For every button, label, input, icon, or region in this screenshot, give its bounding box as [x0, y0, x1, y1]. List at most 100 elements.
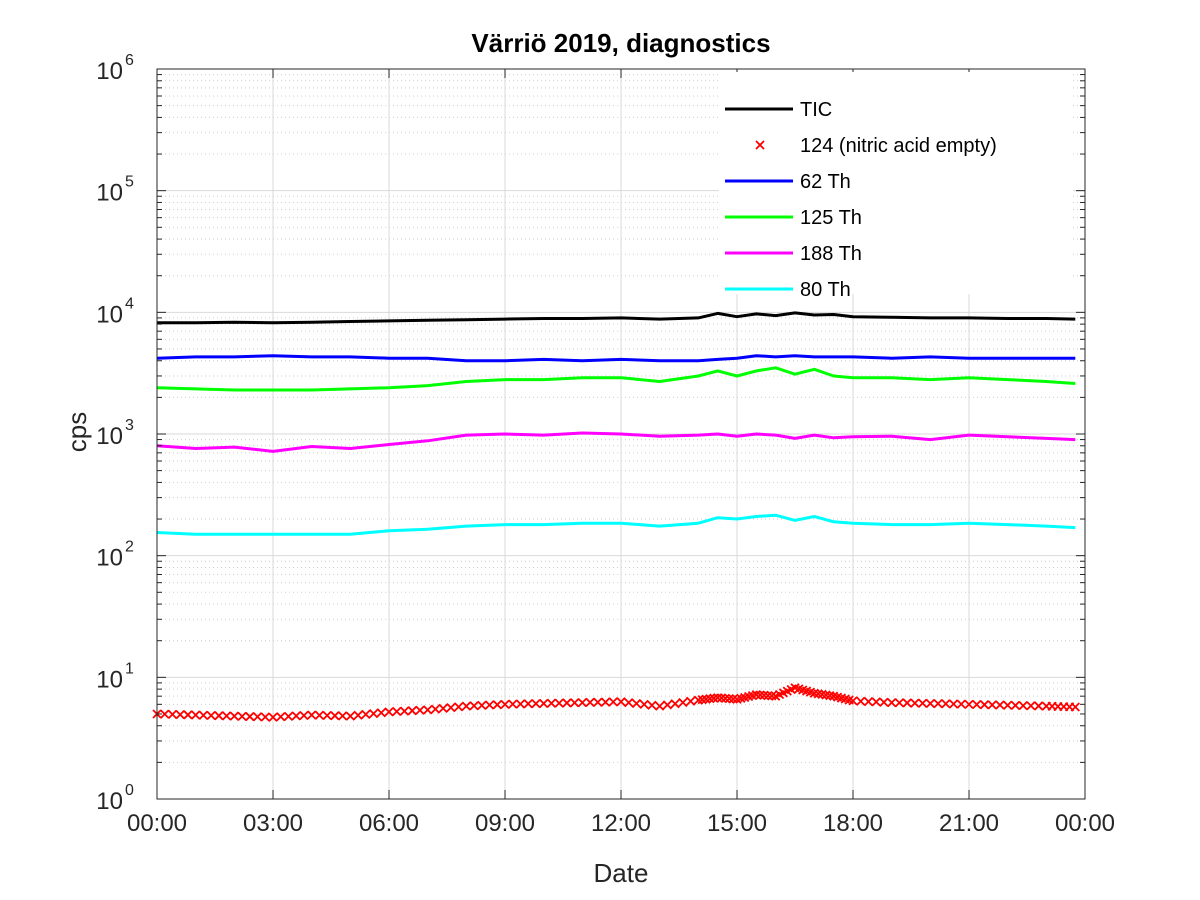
data-point-marker — [585, 697, 595, 708]
data-point-marker — [183, 710, 193, 720]
data-point-marker — [624, 697, 634, 708]
data-point-marker — [469, 701, 479, 711]
y-tick-label: 10 5 — [96, 174, 134, 207]
data-point-marker — [685, 696, 696, 706]
legend-label: 124 (nitric acid empty) — [800, 135, 997, 157]
data-point-marker — [167, 709, 178, 720]
data-point-marker — [508, 699, 518, 709]
data-point-marker — [1003, 700, 1013, 710]
data-point-marker — [956, 699, 966, 709]
data-point-marker — [964, 699, 974, 709]
data-point-marker — [879, 697, 889, 707]
legend-entry: 80 Th — [725, 279, 851, 301]
data-point-marker — [453, 702, 464, 712]
y-tick-base: 10 — [96, 180, 123, 207]
data-point-marker — [972, 699, 982, 710]
series-layer — [152, 311, 1080, 722]
data-point-marker — [577, 697, 587, 708]
data-point-marker — [160, 709, 170, 719]
data-point-marker — [523, 699, 533, 709]
y-tick-label: 10 2 — [96, 539, 134, 572]
y-tick-exponent: 1 — [125, 660, 134, 677]
data-point-marker — [291, 711, 301, 721]
x-tick-labels: 00:00 03:00 06:00 09:00 12:00 15:00 18:00 21:00… — [127, 810, 1115, 837]
data-point-marker — [515, 699, 526, 709]
data-point-marker — [299, 710, 309, 721]
y-tick-base: 10 — [96, 301, 123, 328]
data-point-marker — [353, 710, 363, 720]
data-point-marker — [1070, 702, 1080, 712]
x-tick-label: 21:00 — [939, 810, 999, 837]
data-point-marker — [492, 700, 502, 710]
legend-entry: TIC — [725, 99, 832, 121]
data-point-marker — [856, 696, 866, 706]
legend-entry: 124 (nitric acid empty) — [755, 135, 997, 157]
data-point-marker — [995, 700, 1005, 710]
legend-marker — [755, 140, 765, 150]
data-point-marker — [562, 698, 572, 708]
data-point-marker — [1033, 701, 1044, 711]
data-point-marker — [337, 711, 348, 721]
data-point-marker — [484, 700, 495, 710]
legend-entry: 188 Th — [725, 243, 862, 265]
y-tick-exponent: 2 — [125, 539, 134, 556]
x-tick-label: 06:00 — [359, 810, 419, 837]
data-point-marker — [639, 699, 649, 710]
data-point-marker — [539, 698, 549, 709]
y-tick-base: 10 — [96, 545, 123, 572]
series-line-125-th — [156, 366, 1076, 392]
data-point-marker — [655, 701, 665, 711]
data-point-marker — [415, 705, 425, 715]
legend-box — [719, 72, 1073, 294]
data-point-marker — [887, 697, 897, 708]
legend-entry: 125 Th — [725, 207, 862, 229]
data-point-marker — [392, 706, 402, 717]
legend-label: 80 Th — [800, 279, 851, 301]
data-point-marker — [322, 710, 332, 721]
legend: TIC 124 (nitric acid empty) 62 Th 125 Th 188… — [719, 72, 1073, 301]
data-point-marker — [662, 700, 673, 710]
y-tick-base: 10 — [96, 58, 123, 85]
legend-label: 188 Th — [800, 243, 862, 265]
data-point-marker — [1018, 700, 1028, 711]
data-point-marker — [647, 700, 657, 710]
data-point-marker — [214, 711, 224, 721]
x-tick-label: 09:00 — [475, 810, 535, 837]
data-point-marker — [376, 708, 386, 718]
legend-label: 62 Th — [800, 171, 851, 193]
data-point-marker — [314, 710, 325, 720]
y-tick-exponent: 4 — [125, 295, 134, 312]
data-point-marker — [268, 712, 278, 722]
data-point-marker — [407, 706, 417, 716]
legend-label: TIC — [800, 99, 832, 121]
data-point-marker — [384, 707, 394, 717]
y-tick-label: 10 6 — [96, 52, 134, 85]
data-point-marker — [252, 712, 263, 722]
data-point-marker — [902, 698, 912, 708]
data-point-marker — [330, 711, 340, 721]
y-tick-base: 10 — [96, 666, 123, 693]
data-point-marker — [430, 704, 441, 714]
data-point-marker — [979, 700, 990, 710]
data-point-marker — [477, 700, 487, 711]
data-point-marker — [670, 699, 680, 709]
data-point-marker — [229, 711, 239, 721]
data-point-marker — [260, 712, 270, 722]
data-point-marker — [678, 697, 688, 708]
data-point-marker — [925, 698, 935, 709]
x-tick-label: 18:00 — [823, 810, 883, 837]
data-point-marker — [198, 710, 209, 720]
chart-title: Värriö 2019, diagnostics — [471, 28, 770, 58]
legend-label: 125 Th — [800, 207, 862, 229]
data-point-marker — [546, 698, 557, 708]
y-tick-label: 10 4 — [96, 295, 134, 328]
y-tick-exponent: 0 — [125, 782, 134, 799]
x-tick-label: 00:00 — [127, 810, 187, 837]
data-point-marker — [245, 711, 255, 722]
data-point-marker — [554, 698, 564, 708]
data-point-marker — [894, 698, 905, 708]
data-point-marker — [1026, 701, 1036, 711]
data-point-marker — [368, 708, 379, 719]
